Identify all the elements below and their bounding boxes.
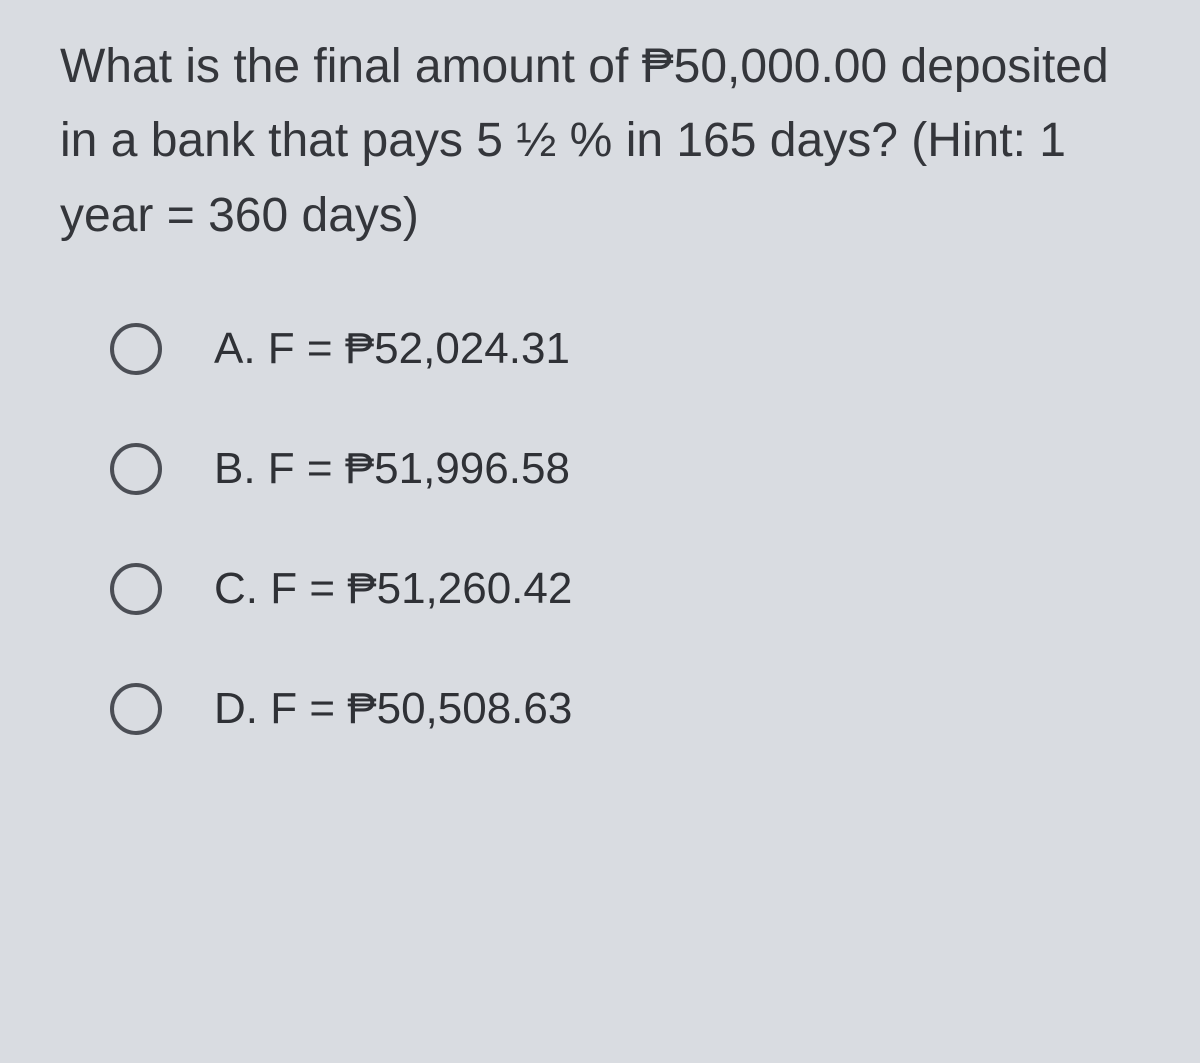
option-label: B. F = ₱51,996.58 <box>214 444 570 494</box>
option-d[interactable]: D. F = ₱50,508.63 <box>110 683 1140 735</box>
option-label: C. F = ₱51,260.42 <box>214 564 572 614</box>
option-c[interactable]: C. F = ₱51,260.42 <box>110 563 1140 615</box>
option-label: A. F = ₱52,024.31 <box>214 324 570 374</box>
radio-icon[interactable] <box>110 443 162 495</box>
option-a[interactable]: A. F = ₱52,024.31 <box>110 323 1140 375</box>
question-text: What is the final amount of ₱50,000.00 d… <box>60 30 1140 253</box>
radio-icon[interactable] <box>110 563 162 615</box>
option-b[interactable]: B. F = ₱51,996.58 <box>110 443 1140 495</box>
radio-icon[interactable] <box>110 683 162 735</box>
option-label: D. F = ₱50,508.63 <box>214 684 572 734</box>
options-list: A. F = ₱52,024.31 B. F = ₱51,996.58 C. F… <box>60 323 1140 735</box>
radio-icon[interactable] <box>110 323 162 375</box>
